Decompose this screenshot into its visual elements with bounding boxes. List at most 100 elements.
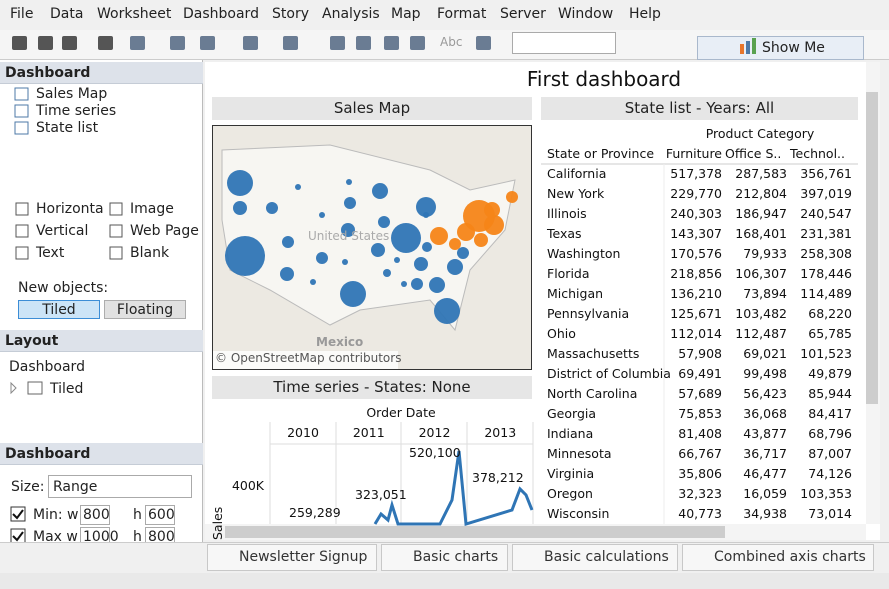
toolbar-icon: [330, 36, 345, 50]
show-me-label[interactable]: Show Me: [762, 40, 825, 56]
tab-label[interactable]: Basic calculations: [544, 549, 669, 565]
show-me-button[interactable]: [697, 36, 864, 60]
table-state: North Carolina: [547, 386, 638, 401]
sheet-tab[interactable]: [381, 544, 508, 571]
table-value: 36,717: [743, 446, 787, 461]
sheet-tab[interactable]: [512, 544, 678, 571]
show-me-icon: [746, 41, 750, 54]
table-value: 85,944: [808, 386, 852, 401]
table-state: Florida: [547, 266, 590, 281]
size-select[interactable]: Range: [48, 475, 192, 498]
map-bubble: [411, 278, 423, 290]
sheet-icon: [14, 121, 29, 135]
table-state: Indiana: [547, 426, 594, 441]
toolbar-icon: [130, 36, 145, 50]
tab-label[interactable]: Basic charts: [413, 549, 499, 565]
table-value: 168,401: [735, 226, 787, 241]
floating-button[interactable]: Floating: [104, 300, 186, 319]
map-bubble: [282, 236, 294, 248]
menu-item[interactable]: Dashboard: [183, 6, 259, 22]
map-bubble: [449, 238, 461, 250]
sheet-tab[interactable]: [682, 544, 874, 571]
map-bubble: [340, 281, 366, 307]
toolbar-icon: [38, 36, 53, 50]
map-attribution: © OpenStreetMap contributors: [213, 351, 401, 369]
sheet-item[interactable]: Time series: [36, 103, 117, 119]
table-value: 73,894: [743, 286, 787, 301]
panel-header: [0, 330, 203, 352]
data-label: 259,289: [289, 505, 341, 520]
object-item[interactable]: Web Page: [130, 223, 199, 239]
object-item[interactable]: Text: [36, 245, 65, 261]
table-value: 103,353: [800, 486, 852, 501]
size-input[interactable]: 800: [80, 505, 110, 525]
table-value: 68,220: [808, 306, 852, 321]
menu-item[interactable]: File: [10, 6, 34, 22]
object-item[interactable]: Vertical: [36, 223, 89, 239]
map-bubble: [484, 202, 500, 218]
object-icon: [15, 246, 29, 260]
sheet-item[interactable]: State list: [36, 120, 99, 136]
v-scroll-thumb[interactable]: [866, 92, 878, 404]
object-item[interactable]: Image: [130, 201, 174, 217]
table-value: 240,547: [800, 206, 852, 221]
status-bar: [0, 573, 889, 589]
sheet-item[interactable]: Sales Map: [36, 86, 108, 102]
data-label: 323,051: [355, 487, 407, 502]
layout-root: Dashboard: [9, 359, 85, 375]
menu-item[interactable]: Server: [500, 6, 546, 22]
sheet-title: Time series - States: None: [212, 376, 532, 399]
table-value: 397,019: [800, 186, 852, 201]
table-value: 75,853: [678, 406, 722, 421]
map-bubble: [457, 247, 469, 259]
toolbar-icon: [98, 36, 113, 50]
menu-item[interactable]: Worksheet: [97, 6, 172, 22]
tab-label[interactable]: Newsletter Signup: [239, 549, 368, 565]
object-item[interactable]: Horizonta: [36, 201, 104, 217]
table-state: California: [547, 166, 607, 181]
sheet-title: State list - Years: All: [541, 97, 858, 120]
map-bubble: [310, 279, 316, 285]
layout-child[interactable]: Tiled: [50, 381, 84, 397]
table-value: 46,477: [743, 466, 787, 481]
tab-label[interactable]: Combined axis charts: [714, 549, 866, 565]
table-value: 84,417: [808, 406, 852, 421]
toolbar-icon: [62, 36, 77, 50]
table-value: 218,856: [670, 266, 722, 281]
menu-item[interactable]: Format: [437, 6, 487, 22]
menu-item[interactable]: Story: [272, 6, 309, 22]
menu-item[interactable]: Data: [50, 6, 84, 22]
sheet-title: Sales Map: [212, 97, 532, 120]
table-state: District of Columbia: [547, 366, 671, 381]
menu-item[interactable]: Map: [391, 6, 421, 22]
table-value: 356,761: [800, 166, 852, 181]
combo-box[interactable]: [512, 32, 616, 54]
map-bubble: [430, 227, 448, 245]
map-bubble: [378, 216, 390, 228]
map-bubble: [295, 184, 301, 190]
object-item[interactable]: Blank: [130, 245, 170, 261]
menu-item[interactable]: Analysis: [322, 6, 380, 22]
map-bubble: [344, 197, 356, 209]
table-value: 68,796: [808, 426, 852, 441]
map-bubble: [319, 212, 325, 218]
menu-item[interactable]: Help: [629, 6, 661, 22]
toolbar-icon: [170, 36, 185, 50]
new-objects-label: New objects:: [18, 280, 109, 296]
table-value: 186,947: [735, 206, 787, 221]
size-input[interactable]: 600: [145, 505, 175, 525]
sheet-tab[interactable]: [207, 544, 377, 571]
object-icon: [109, 224, 123, 238]
menu-item[interactable]: Window: [558, 6, 614, 22]
table-value: 87,007: [808, 446, 852, 461]
size-label: Size:: [11, 479, 45, 495]
toolbar-text[interactable]: Abc: [440, 35, 463, 49]
panel-title: Dashboard: [5, 65, 91, 81]
table-value: 56,423: [743, 386, 787, 401]
map-bubble: [341, 223, 355, 237]
table-value: 36,068: [743, 406, 787, 421]
h-scroll-thumb[interactable]: [225, 526, 725, 538]
map-bubble: [401, 281, 407, 287]
tiled-button[interactable]: Tiled: [18, 300, 100, 319]
